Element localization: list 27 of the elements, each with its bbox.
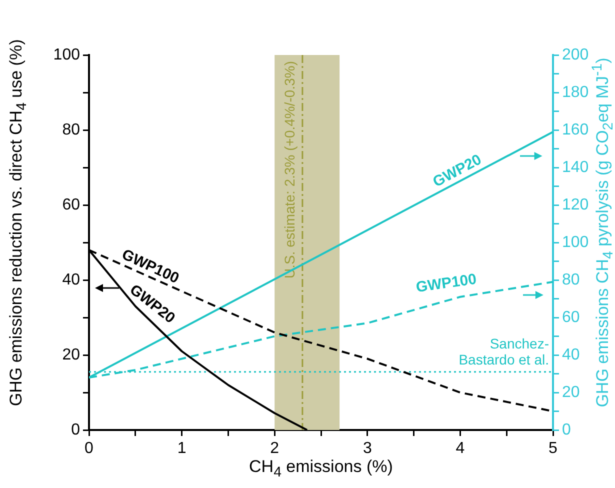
y2-tick-label: 60 [562,308,580,326]
y2-tick-label: 180 [562,84,589,101]
y-tick-label: 60 [62,196,80,214]
y2-tick-label: 40 [562,346,580,364]
y2-tick-label: 140 [562,158,589,176]
y2-tick-label: 120 [562,196,589,214]
x-tick-label: 4 [456,440,465,458]
y2-tick-label: 0 [562,421,571,438]
x-tick-label: 3 [362,440,372,458]
y2-tick-label: 20 [562,384,580,401]
x-tick-label: 0 [84,440,94,458]
y-tick-label: 40 [62,271,80,288]
y2-tick-label: 160 [562,121,589,138]
y-tick-label: 100 [53,46,80,64]
y2-tick-label: 100 [562,234,589,251]
text: GWP100 [414,270,478,296]
x-axis-title: CH$_{4}$ emissions (%) [249,456,393,480]
y2-tick-label: 200 [562,46,589,64]
ref-line-label: U.S. estimate: 2.3% (+0.4%/-0.3%) [281,61,298,278]
x-tick-label: 5 [548,440,558,458]
y-tick-label: 20 [62,346,80,364]
ref-line-label: Sanchez-Bastardo et al. [458,336,550,368]
x-tick-label: 2 [270,440,280,458]
y2-tick-label: 80 [562,271,580,288]
y-tick-label: 80 [62,121,80,138]
x-tick-label: 1 [177,440,186,458]
y-tick-label: 0 [71,421,80,438]
